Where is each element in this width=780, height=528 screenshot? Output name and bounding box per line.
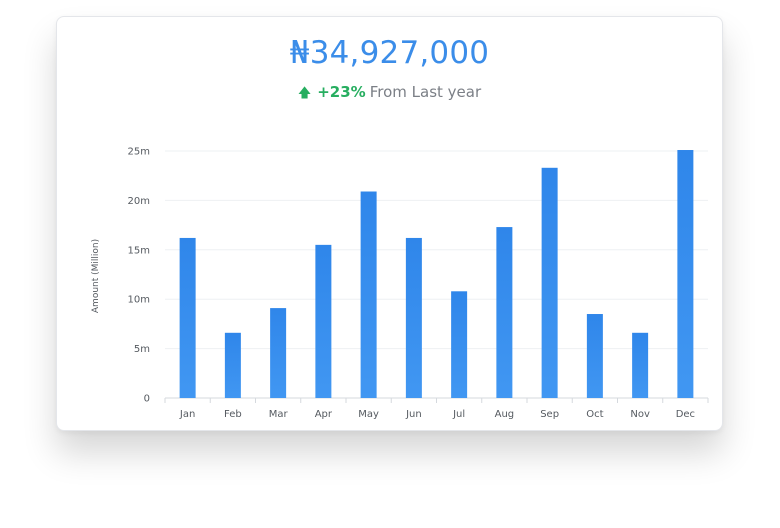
arrow-up-icon: 🡅 xyxy=(297,86,312,101)
y-tick-label: 25m xyxy=(128,147,150,158)
x-tick-label: Sep xyxy=(540,409,559,420)
x-tick-label: Nov xyxy=(630,409,650,420)
bar-jun[interactable] xyxy=(405,237,422,398)
bar-mar[interactable] xyxy=(270,308,287,398)
bar-jul[interactable] xyxy=(451,291,468,398)
total-amount: ₦34,927,000 xyxy=(289,35,490,71)
x-tick-label: Apr xyxy=(315,409,333,420)
bar-aug[interactable] xyxy=(496,227,513,398)
bar-sep[interactable] xyxy=(541,167,558,398)
x-tick-label: Dec xyxy=(676,409,695,420)
bar-dec[interactable] xyxy=(677,150,694,398)
y-tick-label: 0 xyxy=(144,394,150,405)
x-tick-label: May xyxy=(358,409,379,420)
x-tick-label: Feb xyxy=(224,409,242,420)
y-tick-label: 5m xyxy=(134,344,150,355)
bar-nov[interactable] xyxy=(632,332,649,398)
growth-percent: +23% xyxy=(317,83,366,101)
revenue-card: ₦34,927,000 🡅 +23% From Last year xyxy=(56,16,723,431)
bar-oct[interactable] xyxy=(586,314,603,398)
y-axis-title: Amount (Million) xyxy=(91,239,101,313)
bar-feb[interactable] xyxy=(224,332,241,398)
y-tick-label: 10m xyxy=(128,295,150,306)
x-tick-label: Jan xyxy=(179,409,195,420)
bar-apr[interactable] xyxy=(315,244,332,398)
x-tick-label: Jul xyxy=(452,409,465,420)
growth-text: From Last year xyxy=(369,83,482,101)
y-tick-label: 20m xyxy=(128,196,150,207)
x-tick-label: Aug xyxy=(495,409,515,420)
x-tick-label: Mar xyxy=(269,409,289,420)
x-tick-label: Jun xyxy=(405,409,422,420)
x-tick-label: Oct xyxy=(586,409,603,420)
y-tick-label: 15m xyxy=(128,245,150,256)
growth-indicator: 🡅 +23% From Last year xyxy=(57,83,722,106)
bar-jan[interactable] xyxy=(179,237,196,398)
bar-may[interactable] xyxy=(360,191,377,398)
